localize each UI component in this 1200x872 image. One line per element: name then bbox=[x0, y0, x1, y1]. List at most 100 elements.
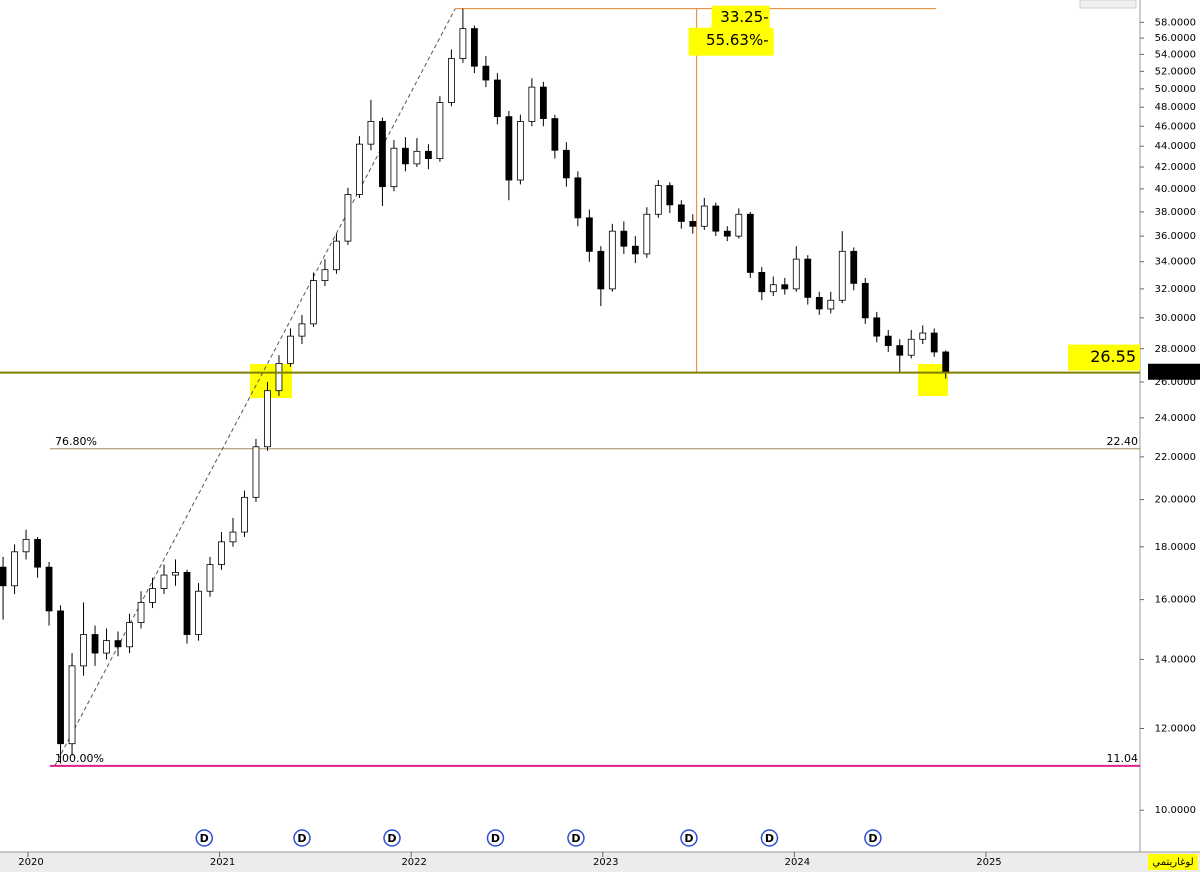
candle-body bbox=[402, 147, 409, 165]
candle-body bbox=[746, 213, 754, 273]
y-tick-label: 32.0000 bbox=[1155, 284, 1196, 295]
y-tick-label: 40.0000 bbox=[1155, 184, 1196, 195]
dividend-label: D bbox=[684, 832, 693, 845]
measure-label-box bbox=[688, 27, 774, 56]
x-tick-label: 2023 bbox=[593, 857, 618, 868]
candle-body bbox=[528, 86, 536, 122]
fib-name: 100.00% bbox=[55, 752, 104, 765]
candle-body bbox=[206, 564, 214, 592]
candle-body bbox=[758, 272, 766, 293]
x-tick-label: 2024 bbox=[785, 857, 810, 868]
candle-body bbox=[22, 538, 30, 553]
trendline bbox=[54, 8, 456, 767]
candle-body bbox=[608, 230, 616, 290]
candle-body bbox=[896, 345, 904, 356]
measure-label-box bbox=[711, 5, 770, 28]
candle-body bbox=[930, 332, 938, 353]
candle-body bbox=[218, 541, 225, 565]
candle-body bbox=[321, 269, 329, 281]
candle-body bbox=[907, 338, 915, 356]
x-axis-strip bbox=[0, 852, 1200, 872]
candle-body bbox=[390, 147, 398, 188]
y-tick-label: 34.0000 bbox=[1155, 257, 1196, 268]
candle-body bbox=[379, 121, 386, 188]
candle-body bbox=[850, 250, 858, 284]
candle-body bbox=[310, 280, 317, 325]
y-tick-label: 10.0000 bbox=[1155, 805, 1196, 816]
candle-body bbox=[781, 284, 789, 290]
y-tick-label: 18.0000 bbox=[1155, 542, 1196, 553]
dividend-label: D bbox=[868, 832, 877, 845]
candle-body bbox=[252, 446, 260, 498]
candle-body bbox=[919, 332, 927, 340]
dividend-marker bbox=[760, 829, 779, 847]
candle-body bbox=[792, 258, 800, 290]
candle-body bbox=[631, 245, 639, 255]
y-tick-label: 14.0000 bbox=[1155, 654, 1196, 665]
scale-label: لوغاريتمي bbox=[1152, 857, 1193, 868]
candle-body bbox=[620, 230, 628, 247]
candle-body bbox=[735, 213, 743, 237]
candle-body bbox=[195, 590, 202, 635]
x-tick-label: 2020 bbox=[18, 857, 43, 868]
dividend-marker bbox=[680, 829, 698, 847]
y-tick-label: 48.0000 bbox=[1155, 102, 1196, 113]
y-tick-label: 24.0000 bbox=[1155, 413, 1196, 424]
candle-body bbox=[873, 317, 881, 337]
dividend-label: D bbox=[765, 832, 774, 845]
candle-body bbox=[815, 297, 823, 310]
candle-body bbox=[804, 258, 812, 298]
y-tick-label: 38.0000 bbox=[1155, 207, 1196, 218]
candle-body bbox=[114, 640, 122, 648]
candle-body bbox=[700, 205, 708, 227]
candle-body bbox=[149, 588, 156, 603]
candle-body bbox=[861, 282, 869, 319]
dividend-marker bbox=[383, 829, 401, 847]
candle-body bbox=[137, 601, 145, 623]
candle-body bbox=[183, 572, 191, 635]
candle-body bbox=[712, 205, 720, 232]
support-label-box bbox=[1068, 344, 1140, 371]
y-tick-label: 26.0000 bbox=[1155, 377, 1196, 388]
candle-body bbox=[34, 538, 41, 568]
y-tick-label: 30.0000 bbox=[1155, 313, 1196, 324]
candle-body bbox=[585, 217, 593, 252]
dividend-label: D bbox=[571, 832, 580, 845]
y-tick-label: 12.0000 bbox=[1155, 724, 1196, 735]
candle-body bbox=[470, 28, 478, 67]
candle-body bbox=[241, 496, 248, 533]
candle-body bbox=[666, 185, 674, 206]
dividend-label: D bbox=[297, 832, 306, 845]
highlight-box bbox=[250, 364, 292, 398]
fib-value: 11.04 bbox=[1107, 752, 1139, 765]
dividend-marker bbox=[567, 829, 585, 847]
y-tick-label: 52.0000 bbox=[1155, 66, 1196, 77]
measure-percent: 55.63%- bbox=[706, 31, 769, 49]
candle-body bbox=[654, 185, 662, 215]
last-price-tag bbox=[1148, 363, 1200, 380]
candle-body bbox=[562, 149, 570, 179]
candle-body bbox=[11, 551, 18, 587]
candle-body bbox=[0, 566, 7, 587]
x-tick-label: 2021 bbox=[210, 857, 235, 868]
candle-body bbox=[103, 640, 110, 654]
candle-body bbox=[57, 610, 64, 745]
candle-body bbox=[448, 58, 455, 103]
y-tick-label: 44.0000 bbox=[1155, 141, 1196, 152]
support-label: 26.55 bbox=[1090, 347, 1136, 366]
candle-body bbox=[298, 323, 306, 337]
fib-name: 76.80% bbox=[55, 435, 97, 448]
x-tick-label: 2025 bbox=[976, 857, 1001, 868]
dividend-label: D bbox=[200, 832, 209, 845]
candle-body bbox=[160, 574, 168, 589]
y-tick-label: 58.0000 bbox=[1155, 17, 1196, 28]
candle-body bbox=[643, 213, 651, 255]
candle-body bbox=[68, 665, 76, 745]
candle-body bbox=[942, 351, 950, 373]
toolbar-button[interactable] bbox=[1079, 0, 1137, 9]
y-tick-label: 20.0000 bbox=[1155, 495, 1196, 506]
candle-body bbox=[275, 363, 283, 392]
dividend-marker bbox=[195, 829, 213, 847]
candle-body bbox=[597, 250, 605, 290]
